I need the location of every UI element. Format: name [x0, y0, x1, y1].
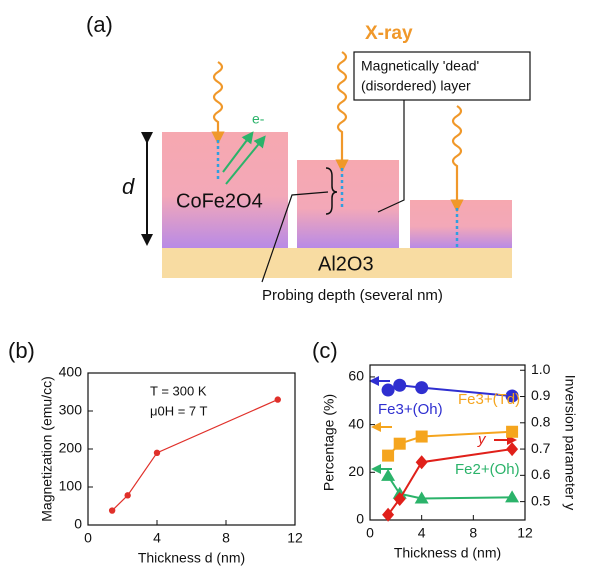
panel-label: (b): [8, 338, 35, 363]
y2-tick-label: 1.0: [531, 361, 551, 377]
panel-label: (a): [86, 12, 113, 37]
x-tick-label: 8: [222, 530, 230, 546]
x-axis-label: Thickness d (nm): [394, 545, 501, 561]
point: [415, 381, 428, 394]
panel-label: (c): [312, 338, 338, 363]
annotation: T = 300 K: [150, 383, 207, 398]
x-tick-label: 0: [366, 525, 374, 541]
point: [506, 442, 518, 456]
y-tick-label: 200: [59, 440, 83, 456]
y2-tick-label: 0.5: [531, 492, 551, 508]
x-axis-label: Thickness d (nm): [138, 550, 245, 566]
point: [124, 492, 130, 498]
y-tick-label: 60: [348, 368, 364, 384]
xray-wave: [338, 52, 346, 166]
y-axis-label: Magnetization (emu/cc): [39, 376, 55, 522]
film-label: CoFe2O4: [176, 190, 263, 212]
point: [275, 396, 281, 402]
x-tick-label: 0: [84, 530, 92, 546]
y-tick-label: 0: [356, 511, 364, 527]
point: [416, 431, 428, 443]
dead-layer-label: Magnetically 'dead': [361, 58, 479, 74]
y2-axis-label: Inversion parameter y: [562, 375, 578, 510]
y-tick-label: 400: [59, 364, 83, 380]
xray-wave: [453, 106, 461, 206]
point: [505, 490, 519, 502]
point: [393, 379, 406, 392]
y-axis-label: Percentage (%): [321, 394, 337, 491]
point: [394, 438, 406, 450]
y-tick-label: 300: [59, 402, 83, 418]
y-tick-label: 100: [59, 478, 83, 494]
point: [382, 450, 394, 462]
y-tick-label: 0: [74, 516, 82, 532]
point: [381, 469, 395, 481]
point: [416, 455, 428, 469]
probing-label: Probing depth (several nm): [262, 287, 443, 304]
film-block: [410, 200, 512, 248]
point: [382, 384, 395, 397]
series-label: Fe3+(Oh): [378, 401, 443, 418]
y2-tick-label: 0.9: [531, 387, 551, 403]
x-tick-label: 12: [517, 525, 533, 541]
x-tick-label: 8: [469, 525, 477, 541]
y2-tick-label: 0.6: [531, 466, 551, 482]
figure: (a) X-ray e- d CoFe2O4 Al2O3 Magneticall…: [0, 0, 614, 585]
series-label: Fe2+(Oh): [455, 461, 520, 478]
x-tick-label: 12: [287, 530, 303, 546]
thickness-label: d: [122, 174, 135, 199]
substrate-label: Al2O3: [318, 253, 374, 275]
xray-wave: [214, 62, 222, 138]
series-label: Fe3+(Td): [458, 391, 520, 408]
y2-tick-label: 0.8: [531, 413, 551, 429]
xray-label: X-ray: [365, 23, 413, 44]
y-tick-label: 20: [348, 463, 364, 479]
point: [506, 426, 518, 438]
annotation: μ0H = 7 T: [150, 403, 208, 418]
dead-layer-label: (disordered) layer: [361, 78, 471, 94]
y2-tick-label: 0.7: [531, 440, 551, 456]
x-tick-label: 4: [418, 525, 426, 541]
point: [154, 450, 160, 456]
y-tick-label: 40: [348, 415, 364, 431]
diagram: (a) X-ray e- d CoFe2O4 Al2O3 Magneticall…: [86, 12, 530, 304]
x-tick-label: 4: [153, 530, 161, 546]
point: [109, 507, 115, 513]
electron-label: e-: [252, 111, 265, 127]
series-line: [388, 449, 512, 515]
film-block: [297, 160, 399, 248]
